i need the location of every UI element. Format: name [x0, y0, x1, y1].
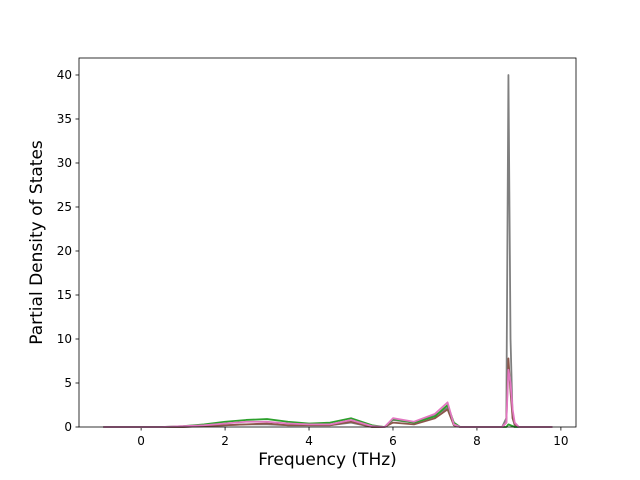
y-tick-label: 30 — [57, 156, 72, 170]
line — [103, 74, 553, 428]
y-tick-label: 10 — [57, 332, 72, 346]
y-tick-label: 25 — [57, 200, 72, 214]
x-tick-label: 4 — [305, 434, 313, 448]
y-tick-label: 15 — [57, 288, 72, 302]
x-tick-label: 0 — [137, 434, 145, 448]
line — [103, 357, 553, 428]
line — [103, 368, 553, 428]
plot-frame — [78, 57, 577, 428]
y-axis-label: Partial Density of States — [27, 140, 47, 345]
y-tick-label: 5 — [64, 376, 72, 390]
y-tick-label: 35 — [57, 112, 72, 126]
x-tick-label: 2 — [221, 434, 229, 448]
y-tick-label: 0 — [64, 420, 72, 434]
x-tick-label: 8 — [473, 434, 481, 448]
x-tick-label: 6 — [389, 434, 397, 448]
x-tick-label: 10 — [553, 434, 568, 448]
y-tick-label: 20 — [57, 244, 72, 258]
x-axis-label: Frequency (THz) — [258, 450, 397, 470]
y-tick-label: 40 — [57, 68, 72, 82]
